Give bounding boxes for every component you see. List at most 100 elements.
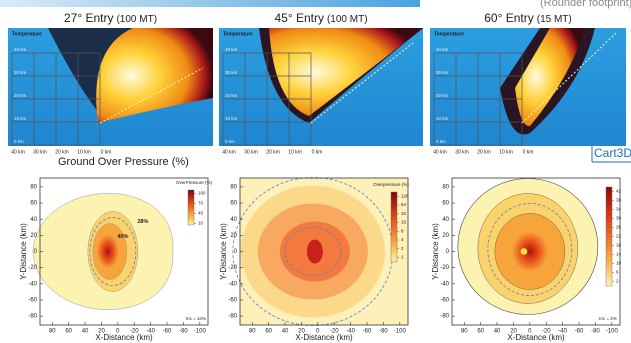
colorbar-tick-label: 38 <box>616 198 622 203</box>
x-tick-label: -80 <box>179 329 188 335</box>
contour-region <box>511 231 548 272</box>
isobar <box>487 203 573 296</box>
annotation: Inc = 10% <box>186 316 206 321</box>
x-tick-label: -60 <box>575 329 584 335</box>
colorbar-tick-label: 1 <box>401 255 404 260</box>
y-tick-label: 20 <box>30 233 37 239</box>
x-tick-label: 60 <box>477 329 484 335</box>
colorbar-tick-label: 6 <box>616 270 619 275</box>
y-tick-label: -60 <box>28 298 37 304</box>
sim-y-label: 40 km <box>225 47 238 52</box>
y-tick-label: 20 <box>442 233 449 239</box>
sim-y-label: 40 km <box>14 47 27 52</box>
y-axis-label: Y-Distance (km) <box>219 223 228 280</box>
sim-y-label: 20 km <box>14 93 27 98</box>
y-tick-label: -40 <box>28 281 37 287</box>
annotation: 40% <box>117 234 128 240</box>
panel-title-angle: 27° Entry <box>64 11 114 25</box>
panel-title: 27° Entry (100 MT) <box>64 11 157 25</box>
contour-region <box>96 234 119 269</box>
colorbar <box>187 189 195 226</box>
y-tick-label: 80 <box>442 184 449 190</box>
y-tick-label: 60 <box>30 201 37 207</box>
sim-y-label: 10 km <box>14 116 27 121</box>
impact-point <box>520 247 528 256</box>
sim-plume <box>96 28 213 123</box>
sim-plume <box>515 28 585 127</box>
colorbar-tick-label: 14 <box>616 252 622 257</box>
isobar <box>89 217 137 286</box>
sim-x-label: 40 km <box>11 149 25 155</box>
sim-x-label: 10 km <box>288 149 302 155</box>
isobar <box>284 227 342 276</box>
trajectory <box>521 32 617 124</box>
y-tick-label: 20 <box>230 233 237 239</box>
colorbar-tick-label: 22 <box>616 234 622 239</box>
x-tick-label: -80 <box>591 329 600 335</box>
sim-x-label: 20 km <box>266 149 280 155</box>
panel-title-angle: 60° Entry <box>484 11 534 25</box>
contour-region <box>306 239 323 264</box>
colorbar-tick-label: 2 <box>616 279 619 284</box>
banner-arrow <box>0 0 420 7</box>
x-axis-label: X-Distance (km) <box>295 333 353 342</box>
colorbar-tick-label: 64 <box>401 202 407 207</box>
x-tick-label: -40 <box>558 329 567 335</box>
colorbar-tick-label: 70 <box>198 201 204 206</box>
x-tick-label: -80 <box>379 329 388 335</box>
colorbar-tick-label: 100 <box>198 191 206 196</box>
y-tick-label: 40 <box>442 217 449 223</box>
y-tick-label: 80 <box>230 184 237 190</box>
sim-x-label: 10 km <box>499 149 513 155</box>
y-tick-label: 60 <box>442 201 449 207</box>
contour-plot <box>32 193 174 310</box>
sim-x-label: 0 km <box>101 149 112 155</box>
colorbar-tick-label: 40 <box>198 211 204 216</box>
panel-title-energy: (100 MT) <box>116 14 157 25</box>
sim-x-label: 40 km <box>222 149 236 155</box>
x-tick-label: -60 <box>363 329 372 335</box>
sim-x-label: 30 km <box>244 149 258 155</box>
sim-y-label: 20 km <box>436 93 449 98</box>
colorbar-tick-label: 18 <box>616 243 622 248</box>
x-tick-label: 40 <box>282 329 289 335</box>
colorbar <box>605 186 613 287</box>
sim-y-label: 0 km <box>14 139 24 144</box>
panel-title: 60° Entry (15 MT) <box>484 11 572 25</box>
trajectory <box>99 67 204 124</box>
x-tick-label: 20 <box>510 329 517 335</box>
sim-x-label: 40 km <box>433 149 447 155</box>
colorbar-tick-label: 10 <box>198 221 204 226</box>
x-tick-label: -20 <box>130 329 139 335</box>
y-axis-label: Y-Distance (km) <box>431 223 440 280</box>
sim-x-label: 0 km <box>312 149 323 155</box>
simulation-image: Temperature 40 km 30 km 20 km 10 km 0 km <box>430 28 626 146</box>
x-tick-label: -60 <box>163 329 172 335</box>
sim-label: Temperature <box>12 31 42 37</box>
y-tick-label: -20 <box>440 265 449 271</box>
x-tick-label: 80 <box>49 329 56 335</box>
panel-title-energy: (15 MT) <box>537 14 572 25</box>
colorbar-tick-label: 16 <box>401 220 407 225</box>
simulation-image: Temperature 40 km 30 km 20 km 10 km 0 km <box>219 28 423 146</box>
colorbar-tick-label: 4 <box>401 237 404 242</box>
colorbar-tick-label: 8 <box>401 228 404 233</box>
sim-plume <box>269 28 423 116</box>
y-tick-label: -80 <box>440 314 449 320</box>
colorbar-title: Overpressure (%) <box>373 182 409 187</box>
panel-title-energy: (100 MT) <box>327 14 368 25</box>
sim-y-label: 10 km <box>436 116 449 121</box>
sim-x-label: 20 km <box>55 149 69 155</box>
banner-text: (Rounder footprint) <box>540 0 631 9</box>
x-tick-label: -20 <box>330 329 339 335</box>
y-tick-label: -20 <box>228 265 237 271</box>
x-tick-label: -40 <box>346 329 355 335</box>
colorbar-tick-label: 2 <box>401 246 404 251</box>
sim-x-label: 10 km <box>77 149 91 155</box>
y-tick-label: -20 <box>28 265 37 271</box>
colorbar-tick-label: 42 <box>616 189 622 194</box>
colorbar-tick-label: 26 <box>616 225 622 230</box>
x-axis-label: X-Distance (km) <box>507 333 565 342</box>
sim-label: Temperature <box>223 31 253 37</box>
sim-x-label: 30 km <box>455 149 469 155</box>
